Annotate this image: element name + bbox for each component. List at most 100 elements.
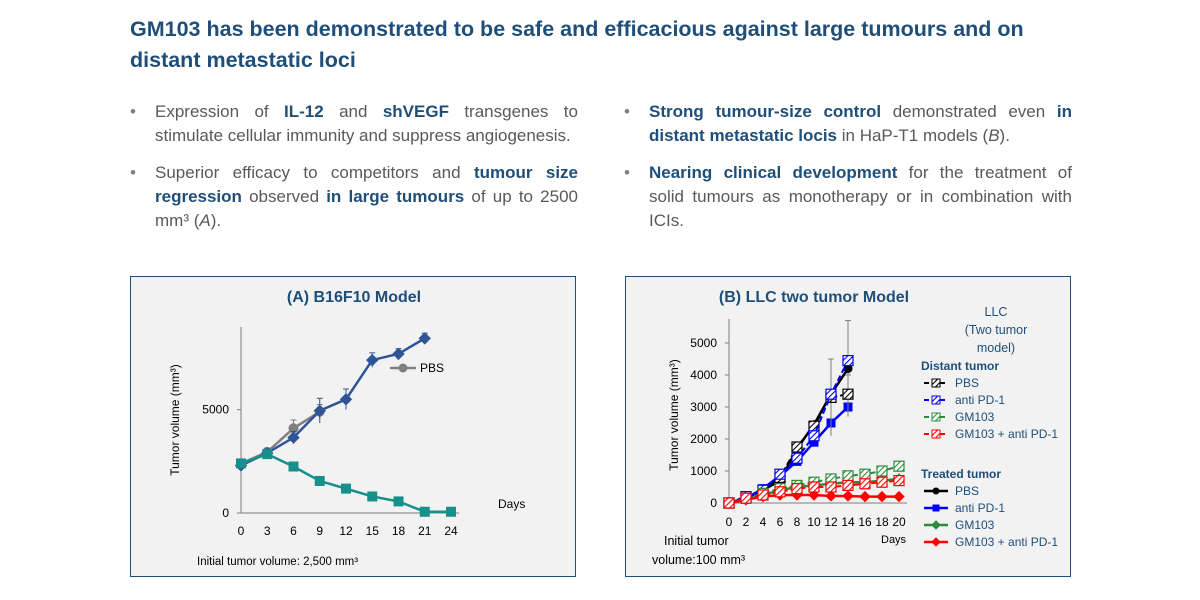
legend-marker <box>931 537 941 547</box>
data-point <box>339 393 353 406</box>
data-point <box>446 506 456 517</box>
data-point <box>842 388 854 400</box>
x-tick-label: 10 <box>807 515 821 529</box>
legend-marker <box>398 363 408 373</box>
data-point <box>393 496 404 507</box>
x-tick-label: 8 <box>794 515 801 529</box>
data-point <box>366 353 379 367</box>
legend-group-title: Treated tumor <box>921 467 1001 481</box>
x-tick-label: 0 <box>238 524 245 538</box>
series-line <box>240 410 321 465</box>
legend-label: anti PD-1 <box>955 393 1005 407</box>
legend-marker <box>931 520 941 530</box>
x-tick-label: 9 <box>316 524 323 538</box>
data-point <box>808 481 820 493</box>
data-point <box>893 475 905 487</box>
legend-title: (Two tumor <box>965 323 1028 337</box>
y-axis-label: Tumor volume (mm³) <box>667 359 681 471</box>
legend-label: PBS <box>955 484 979 498</box>
data-point <box>367 491 378 502</box>
data-point <box>859 468 871 480</box>
y-tick-label: 3000 <box>690 400 717 414</box>
data-point <box>893 490 905 503</box>
slide-title: GM103 has been demonstrated to be safe a… <box>130 17 1024 72</box>
legend-group-title: Distant tumor <box>921 359 999 373</box>
data-point <box>774 486 786 498</box>
x-tick-label: 6 <box>777 515 784 529</box>
data-point <box>740 492 752 504</box>
data-point <box>825 388 837 400</box>
legend-title: LLC <box>985 305 1008 319</box>
x-tick-label: 2 <box>743 515 750 529</box>
x-tick-label: 6 <box>290 524 297 538</box>
y-tick-label: 0 <box>710 496 717 510</box>
data-point <box>288 461 299 472</box>
legend-marker <box>931 412 941 422</box>
bullet-item: Nearing clinical development for the tre… <box>624 161 1072 233</box>
x-tick-label: 20 <box>892 515 906 529</box>
data-point <box>418 332 431 345</box>
y-tick-label: 5000 <box>690 336 717 350</box>
legend-label: GM103 + anti PD-1 <box>955 535 1058 549</box>
legend-marker <box>932 487 940 495</box>
legend-title: model) <box>977 341 1015 355</box>
legend-marker <box>932 504 940 512</box>
legend-label: GM103 <box>955 410 995 424</box>
x-tick-label: 0 <box>726 515 733 529</box>
y-tick-label: 4000 <box>690 368 717 382</box>
chart-panel-a: (A) B16F10 Model 0 3 6 9 12 15 18 21 24 0 5000 Tumor… <box>130 276 576 577</box>
chart-title: (B) LLC two tumor Model <box>719 289 909 306</box>
bullet-item: Superior efficacy to competitors and tum… <box>130 161 578 233</box>
bullet-item: Expression of IL-12 and shVEGF transgene… <box>130 100 578 148</box>
x-tick-label: 3 <box>264 524 271 538</box>
x-tick-label: 12 <box>339 524 353 538</box>
y-tick-label: 1000 <box>690 464 717 478</box>
series-line <box>728 465 900 504</box>
x-axis-label: Days <box>881 534 907 546</box>
data-point <box>842 470 854 482</box>
data-point <box>876 476 888 488</box>
data-point <box>791 441 803 453</box>
data-point <box>392 347 405 361</box>
data-point <box>842 479 854 491</box>
x-axis-label: Days <box>498 497 525 511</box>
y-tick-label: 2000 <box>690 432 717 446</box>
data-point <box>825 490 837 502</box>
legend-marker <box>931 429 941 439</box>
data-point <box>287 431 300 444</box>
data-point <box>825 481 837 493</box>
legend-label: GM103 <box>955 518 995 532</box>
x-tick-label: 24 <box>444 524 458 538</box>
legend-marker <box>931 378 941 388</box>
left-bullets: Expression of IL-12 and shVEGF transgene… <box>130 100 578 246</box>
data-point <box>419 506 430 517</box>
x-tick-label: 18 <box>392 524 406 538</box>
data-point <box>808 430 820 442</box>
data-point <box>842 354 854 367</box>
legend-marker <box>931 395 941 405</box>
x-tick-label: 21 <box>418 524 432 538</box>
legend-label: GM103 + anti PD-1 <box>955 427 1058 441</box>
chart-note: Initial tumor volume: 2,500 mm³ <box>197 556 358 568</box>
x-tick-label: 15 <box>366 524 380 538</box>
data-point <box>893 460 905 472</box>
data-point <box>859 478 871 490</box>
data-point <box>876 465 888 477</box>
x-tick-label: 14 <box>841 515 855 529</box>
data-point <box>757 489 769 501</box>
data-point <box>876 490 888 503</box>
data-point <box>791 452 803 464</box>
legend-label: anti PD-1 <box>955 501 1005 515</box>
legend-label: PBS <box>955 376 979 390</box>
chart-a: (A) B16F10 Model 0 3 6 9 12 15 18 21 24 0 5000 Tumor… <box>168 289 525 568</box>
right-bullets: Strong tumour-size control demonstrated … <box>624 100 1072 246</box>
data-point <box>842 490 854 502</box>
series-line <box>240 452 451 514</box>
chart-note: Initial tumor <box>664 534 729 548</box>
data-point <box>774 468 786 480</box>
chart-panel-b: (B) LLC two tumor Model 0 2 4 6 8 10 12 14 16 18 20… <box>625 276 1071 577</box>
y-tick-label: 5000 <box>202 403 229 417</box>
x-tick-label: 18 <box>875 515 889 529</box>
x-tick-label: 12 <box>824 515 838 529</box>
